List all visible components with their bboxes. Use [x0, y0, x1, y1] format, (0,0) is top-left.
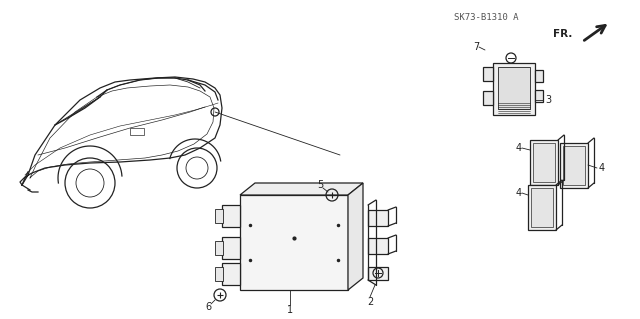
- Text: 7: 7: [473, 42, 479, 52]
- Polygon shape: [240, 183, 363, 195]
- Bar: [483, 91, 493, 105]
- Bar: [528, 185, 556, 230]
- Bar: [368, 210, 388, 226]
- Bar: [215, 209, 223, 223]
- Text: 5: 5: [317, 180, 323, 190]
- Bar: [533, 143, 555, 182]
- Bar: [215, 267, 223, 281]
- Bar: [498, 67, 530, 109]
- Bar: [493, 63, 535, 115]
- Text: 1: 1: [287, 305, 293, 315]
- Bar: [368, 238, 388, 254]
- Text: 4: 4: [516, 143, 522, 153]
- Bar: [560, 143, 588, 188]
- Bar: [368, 267, 388, 280]
- Bar: [222, 263, 240, 285]
- Text: 4: 4: [516, 188, 522, 198]
- Bar: [483, 67, 493, 81]
- Text: 2: 2: [367, 297, 373, 307]
- Text: 4: 4: [599, 163, 605, 173]
- Text: 3: 3: [545, 95, 551, 105]
- Bar: [531, 188, 553, 227]
- Text: SK73-B1310 A: SK73-B1310 A: [454, 13, 518, 22]
- Bar: [215, 241, 223, 255]
- Bar: [535, 90, 543, 102]
- Bar: [535, 70, 543, 82]
- Bar: [530, 140, 558, 185]
- Bar: [563, 146, 585, 185]
- Text: 6: 6: [205, 302, 211, 312]
- Bar: [222, 237, 240, 259]
- Polygon shape: [348, 183, 363, 290]
- Bar: [240, 195, 348, 290]
- Bar: [222, 205, 240, 227]
- Bar: [130, 128, 144, 135]
- Text: FR.: FR.: [552, 29, 572, 39]
